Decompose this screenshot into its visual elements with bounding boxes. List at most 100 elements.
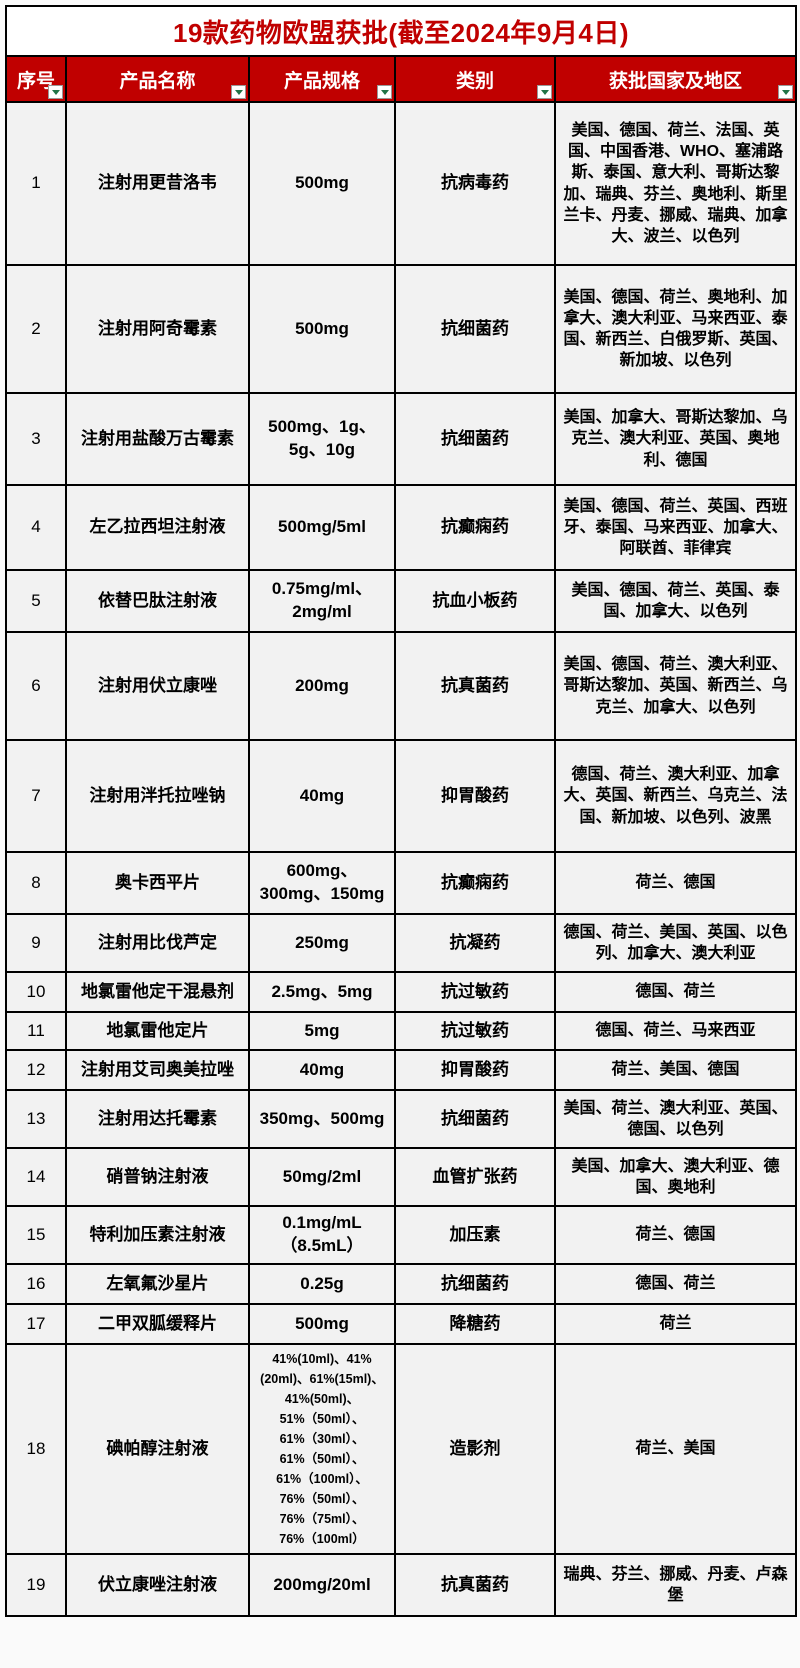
cell-category: 抗细菌药 — [394, 392, 556, 486]
cell-product-spec: 200mg/20ml — [248, 1553, 396, 1617]
table-row: 7 注射用泮托拉唑钠 40mg 抑胃酸药 德国、荷兰、澳大利亚、加拿大、英国、新… — [5, 739, 797, 853]
cell-product-name: 地氯雷他定片 — [65, 1011, 250, 1051]
cell-product-spec: 0.75mg/ml、2mg/ml — [248, 569, 396, 633]
table-row: 1 注射用更昔洛韦 500mg 抗病毒药 美国、德国、荷兰、法国、英国、中国香港… — [5, 101, 797, 266]
column-header-1: 产品名称 — [65, 55, 250, 103]
cell-approved-regions: 美国、德国、荷兰、英国、泰国、加拿大、以色列 — [554, 569, 797, 633]
table-row: 3 注射用盐酸万古霉素 500mg、1g、5g、10g 抗细菌药 美国、加拿大、… — [5, 392, 797, 486]
cell-category: 抗过敏药 — [394, 1011, 556, 1051]
table-row: 17 二甲双胍缓释片 500mg 降糖药 荷兰 — [5, 1303, 797, 1345]
cell-serial-number: 10 — [5, 971, 67, 1013]
cell-approved-regions: 美国、荷兰、澳大利亚、英国、德国、以色列 — [554, 1089, 797, 1149]
cell-product-spec: 350mg、500mg — [248, 1089, 396, 1149]
cell-category: 造影剂 — [394, 1343, 556, 1555]
table-row: 6 注射用伏立康唑 200mg 抗真菌药 美国、德国、荷兰、澳大利亚、哥斯达黎加… — [5, 631, 797, 741]
table-row: 10 地氯雷他定干混悬剂 2.5mg、5mg 抗过敏药 德国、荷兰 — [5, 971, 797, 1013]
cell-product-spec: 600mg、300mg、150mg — [248, 851, 396, 915]
cell-serial-number: 7 — [5, 739, 67, 853]
cell-serial-number: 17 — [5, 1303, 67, 1345]
cell-category: 抗血小板药 — [394, 569, 556, 633]
column-header-label: 产品规格 — [283, 70, 360, 92]
cell-product-spec: 0.25g — [248, 1263, 396, 1305]
table-row: 18 碘帕醇注射液 41%(10ml)、41%(20ml)、61%(15ml)、… — [5, 1343, 797, 1555]
cell-product-spec: 5mg — [248, 1011, 396, 1051]
cell-approved-regions: 德国、荷兰、澳大利亚、加拿大、英国、新西兰、乌克兰、法国、新加坡、以色列、波黑 — [554, 739, 797, 853]
cell-serial-number: 3 — [5, 392, 67, 486]
cell-product-name: 碘帕醇注射液 — [65, 1343, 250, 1555]
cell-product-spec: 250mg — [248, 913, 396, 973]
cell-approved-regions: 荷兰 — [554, 1303, 797, 1345]
cell-approved-regions: 美国、德国、荷兰、法国、英国、中国香港、WHO、塞浦路斯、泰国、意大利、哥斯达黎… — [554, 101, 797, 266]
cell-product-name: 注射用达托霉素 — [65, 1089, 250, 1149]
column-header-label: 类别 — [455, 70, 494, 92]
cell-product-name: 伏立康唑注射液 — [65, 1553, 250, 1617]
cell-product-spec: 200mg — [248, 631, 396, 741]
cell-product-spec: 40mg — [248, 739, 396, 853]
cell-category: 抗细菌药 — [394, 1089, 556, 1149]
column-header-label: 序号 — [16, 70, 55, 92]
cell-category: 抗病毒药 — [394, 101, 556, 266]
filter-dropdown-icon[interactable] — [377, 85, 392, 99]
cell-category: 抗细菌药 — [394, 1263, 556, 1305]
cell-product-name: 注射用比伐芦定 — [65, 913, 250, 973]
filter-dropdown-icon[interactable] — [231, 85, 246, 99]
table-row: 4 左乙拉西坦注射液 500mg/5ml 抗癫痫药 美国、德国、荷兰、英国、西班… — [5, 484, 797, 571]
cell-category: 降糖药 — [394, 1303, 556, 1345]
cell-approved-regions: 荷兰、美国 — [554, 1343, 797, 1555]
table-row: 13 注射用达托霉素 350mg、500mg 抗细菌药 美国、荷兰、澳大利亚、英… — [5, 1089, 797, 1149]
table-title: 19款药物欧盟获批(截至2024年9月4日) — [5, 5, 797, 57]
cell-serial-number: 18 — [5, 1343, 67, 1555]
cell-serial-number: 19 — [5, 1553, 67, 1617]
cell-product-spec: 500mg — [248, 1303, 396, 1345]
cell-product-name: 地氯雷他定干混悬剂 — [65, 971, 250, 1013]
cell-category: 抗癫痫药 — [394, 851, 556, 915]
cell-product-name: 注射用泮托拉唑钠 — [65, 739, 250, 853]
table-row: 8 奥卡西平片 600mg、300mg、150mg 抗癫痫药 荷兰、德国 — [5, 851, 797, 915]
column-header-label: 获批国家及地区 — [608, 70, 742, 92]
cell-serial-number: 9 — [5, 913, 67, 973]
cell-category: 抗癫痫药 — [394, 484, 556, 571]
table-row: 9 注射用比伐芦定 250mg 抗凝药 德国、荷兰、美国、英国、以色列、加拿大、… — [5, 913, 797, 973]
cell-product-name: 二甲双胍缓释片 — [65, 1303, 250, 1345]
cell-serial-number: 16 — [5, 1263, 67, 1305]
cell-category: 抑胃酸药 — [394, 1049, 556, 1091]
cell-serial-number: 15 — [5, 1205, 67, 1265]
cell-category: 抗凝药 — [394, 913, 556, 973]
cell-product-name: 奥卡西平片 — [65, 851, 250, 915]
cell-serial-number: 6 — [5, 631, 67, 741]
cell-product-name: 注射用盐酸万古霉素 — [65, 392, 250, 486]
cell-approved-regions: 德国、荷兰 — [554, 971, 797, 1013]
table-row: 15 特利加压素注射液 0.1mg/mL（8.5mL） 加压素 荷兰、德国 — [5, 1205, 797, 1265]
table-row: 16 左氧氟沙星片 0.25g 抗细菌药 德国、荷兰 — [5, 1263, 797, 1305]
cell-approved-regions: 美国、德国、荷兰、奥地利、加拿大、澳大利亚、马来西亚、泰国、新西兰、白俄罗斯、英… — [554, 264, 797, 394]
title-row: 19款药物欧盟获批(截至2024年9月4日) — [5, 5, 797, 57]
column-header-0: 序号 — [5, 55, 67, 103]
cell-product-name: 特利加压素注射液 — [65, 1205, 250, 1265]
column-header-label: 产品名称 — [119, 70, 196, 92]
cell-product-name: 左乙拉西坦注射液 — [65, 484, 250, 571]
cell-product-name: 注射用阿奇霉素 — [65, 264, 250, 394]
cell-category: 抗真菌药 — [394, 631, 556, 741]
cell-product-spec: 41%(10ml)、41%(20ml)、61%(15ml)、41%(50ml)、… — [248, 1343, 396, 1555]
filter-dropdown-icon[interactable] — [537, 85, 552, 99]
cell-serial-number: 14 — [5, 1147, 67, 1207]
cell-product-name: 硝普钠注射液 — [65, 1147, 250, 1207]
cell-serial-number: 1 — [5, 101, 67, 266]
cell-serial-number: 8 — [5, 851, 67, 915]
cell-product-spec: 500mg — [248, 264, 396, 394]
cell-product-name: 左氧氟沙星片 — [65, 1263, 250, 1305]
cell-serial-number: 13 — [5, 1089, 67, 1149]
cell-category: 抑胃酸药 — [394, 739, 556, 853]
cell-category: 加压素 — [394, 1205, 556, 1265]
cell-approved-regions: 荷兰、德国 — [554, 1205, 797, 1265]
filter-dropdown-icon[interactable] — [778, 85, 793, 99]
cell-category: 抗过敏药 — [394, 971, 556, 1013]
cell-approved-regions: 美国、加拿大、澳大利亚、德国、奥地利 — [554, 1147, 797, 1207]
cell-product-name: 注射用更昔洛韦 — [65, 101, 250, 266]
cell-approved-regions: 美国、德国、荷兰、澳大利亚、哥斯达黎加、英国、新西兰、乌克兰、加拿大、以色列 — [554, 631, 797, 741]
filter-dropdown-icon[interactable] — [48, 85, 63, 99]
drug-approval-table: 19款药物欧盟获批(截至2024年9月4日) 序号 产品名称 产品规格 类别 获… — [5, 5, 797, 1617]
cell-product-spec: 2.5mg、5mg — [248, 971, 396, 1013]
cell-serial-number: 2 — [5, 264, 67, 394]
